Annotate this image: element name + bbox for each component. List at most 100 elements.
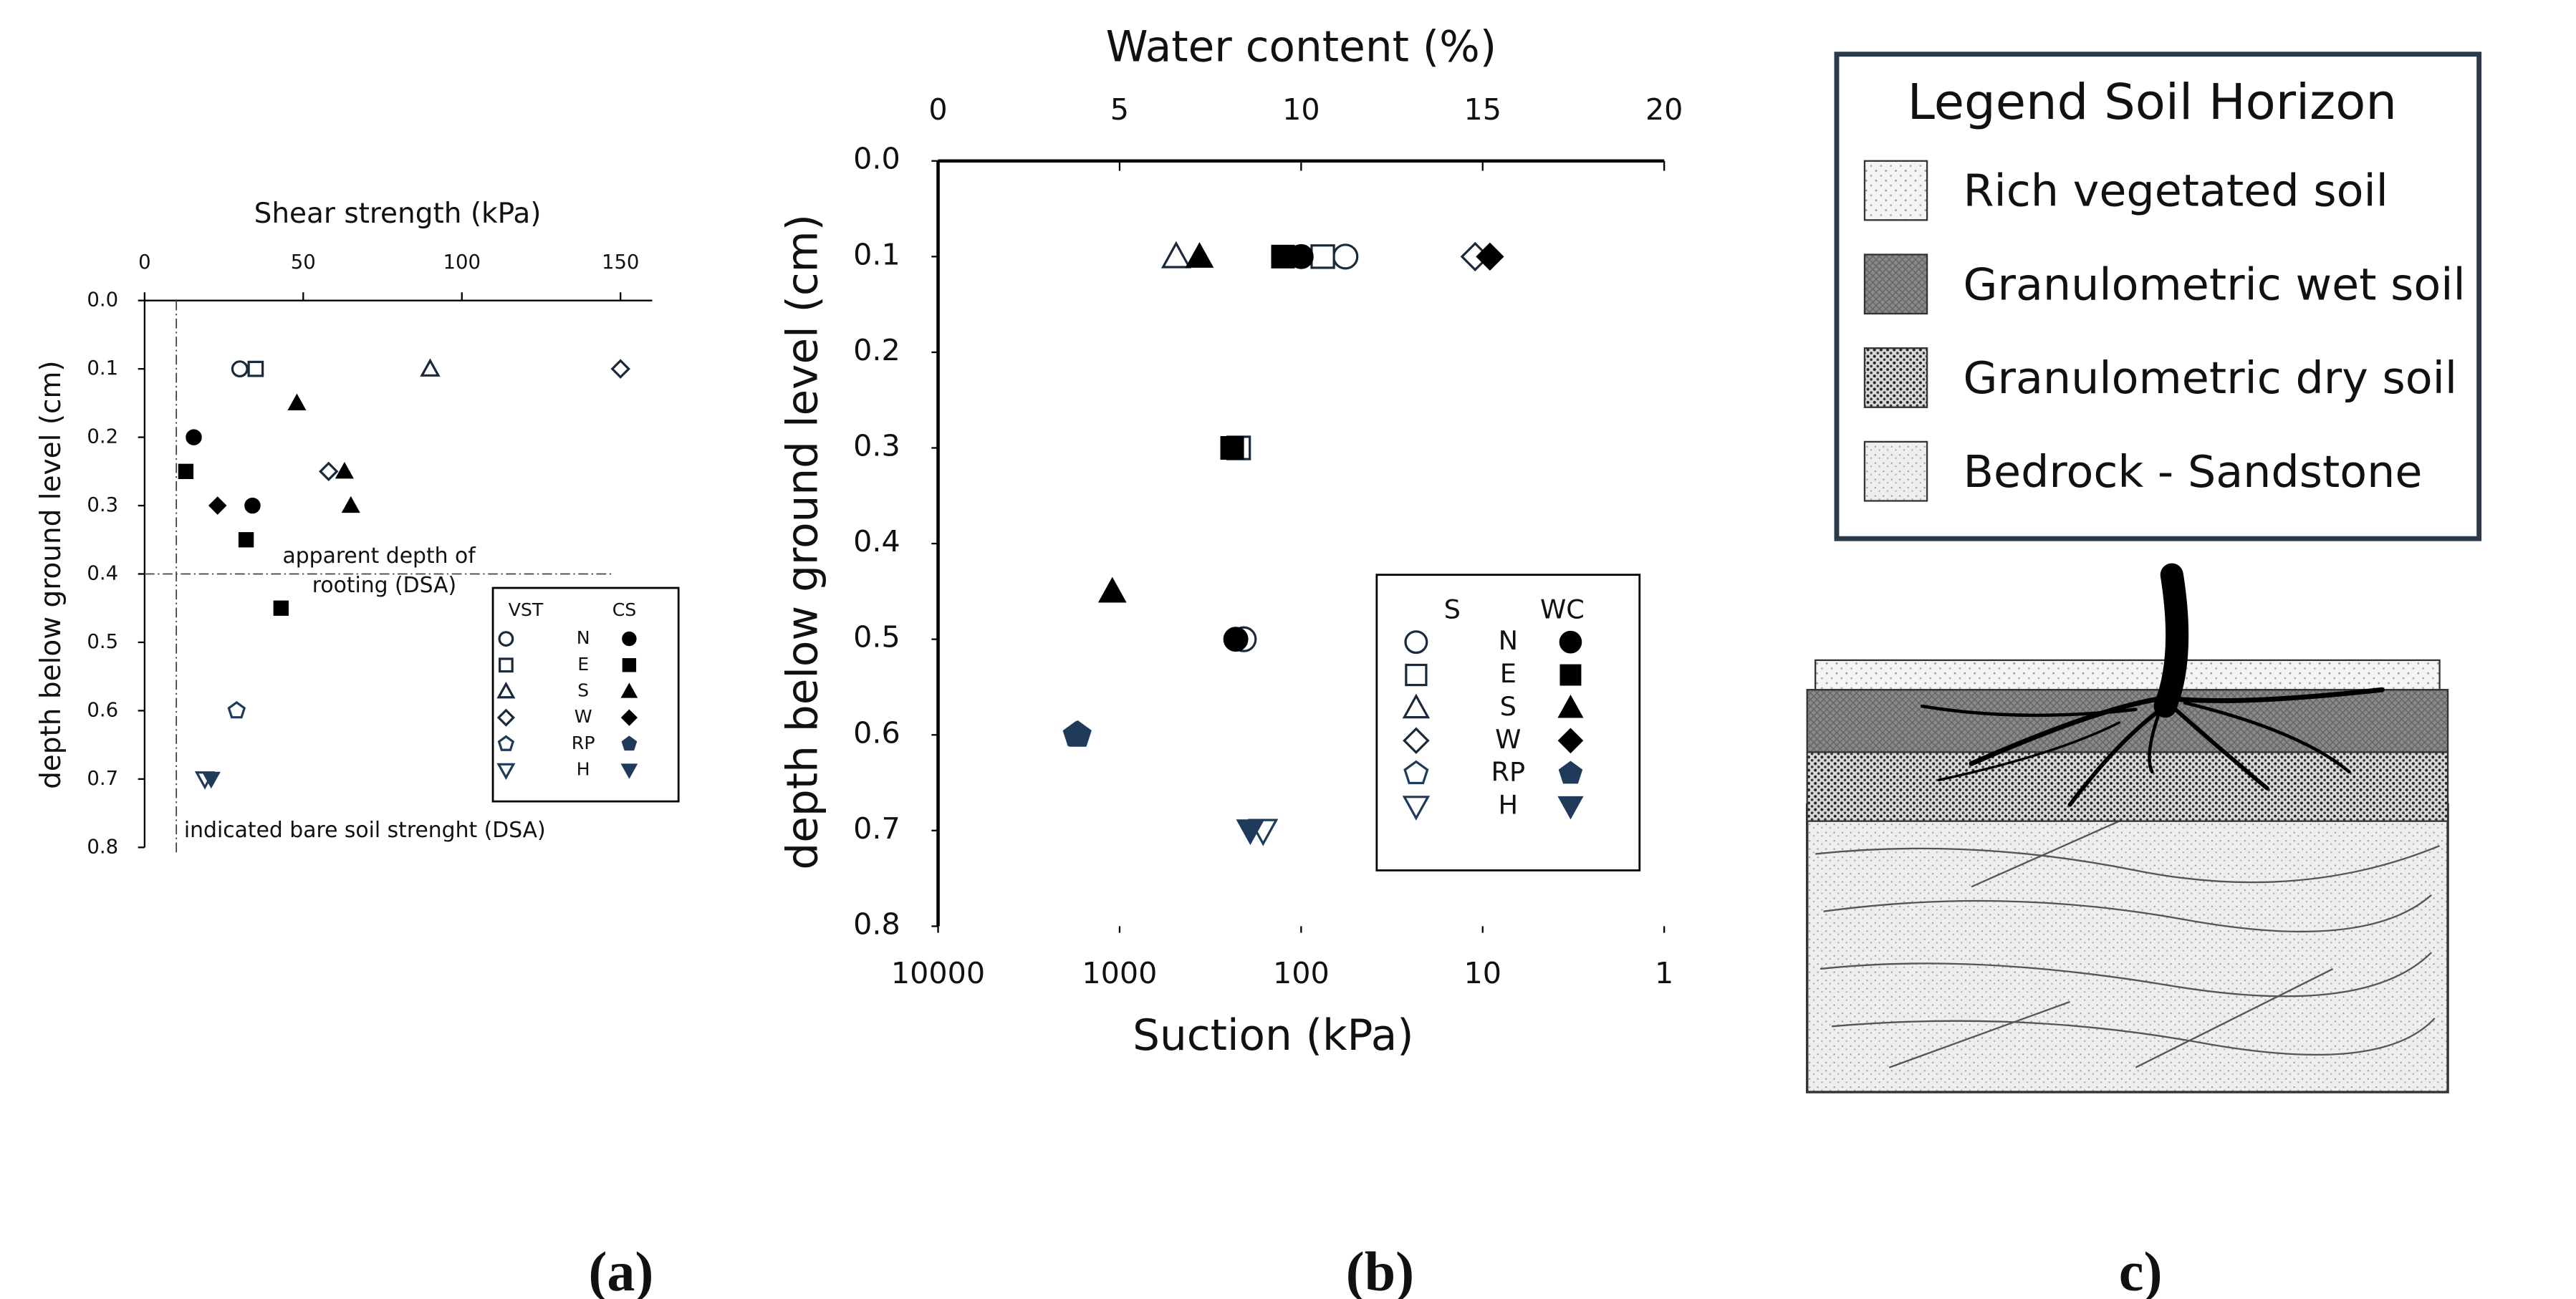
- annotation: indicated bare soil strenght (DSA): [184, 818, 546, 843]
- x-tick-label: 10: [1282, 92, 1320, 127]
- y-tick-label: 0.4: [853, 524, 900, 559]
- y-tick-label: 0.1: [87, 357, 118, 380]
- marker: [1271, 244, 1295, 269]
- x-tick-label: 5: [1110, 92, 1129, 127]
- y-tick-label: 0.4: [87, 562, 118, 585]
- caption: (a): [588, 1241, 653, 1299]
- marker: [1236, 819, 1265, 846]
- legend-label: W: [1495, 724, 1521, 755]
- legend-header: S: [1444, 594, 1461, 625]
- marker: [1310, 244, 1335, 269]
- legend-label: Granulometric dry soil: [1964, 352, 2458, 404]
- legend-swatch: [1863, 440, 1928, 502]
- y-tick-label: 0.6: [853, 715, 900, 750]
- legend-label: N: [577, 627, 590, 648]
- marker: [247, 360, 264, 377]
- legend-title: Legend Soil Horizon: [1908, 74, 2397, 131]
- legend-marker: [1405, 663, 1428, 687]
- marker: [238, 532, 254, 548]
- marker: [1097, 576, 1127, 603]
- caption: (b): [1346, 1241, 1414, 1299]
- marker: [1160, 241, 1191, 269]
- marker: [227, 700, 246, 719]
- legend-marker: [620, 682, 638, 698]
- marker: [1476, 242, 1504, 271]
- y-tick-label: 0.8: [853, 907, 900, 941]
- legend-marker: [620, 763, 638, 779]
- marker: [1062, 720, 1090, 747]
- legend-label: H: [1499, 790, 1519, 821]
- y-axis-label: depth below ground level (cm): [778, 214, 827, 870]
- marker: [1332, 243, 1359, 270]
- legend-label: H: [577, 759, 590, 780]
- legend-marker: [1558, 760, 1583, 784]
- legend-marker: [1559, 664, 1582, 686]
- legend-marker: [1402, 693, 1431, 719]
- legend-box: [491, 586, 680, 803]
- legend-label: E: [1500, 658, 1517, 689]
- marker: [244, 497, 261, 514]
- annotation: rooting (DSA): [312, 573, 456, 598]
- roots: [1920, 563, 2385, 807]
- legend-label: Granulometric wet soil: [1964, 259, 2466, 310]
- marker: [341, 496, 360, 513]
- x2-tick-label: 1: [1655, 956, 1673, 990]
- y-tick-label: 0.5: [853, 620, 900, 655]
- y-tick-label: 0.3: [87, 493, 118, 516]
- legend-label: E: [577, 654, 589, 675]
- y-tick-label: 0.1: [853, 237, 900, 271]
- legend-marker: [620, 709, 638, 726]
- x-tick-label: 0: [138, 251, 151, 274]
- vegetated-layer: [1815, 659, 2441, 691]
- x-tick-label: 20: [1645, 92, 1683, 127]
- legend-marker: [1559, 630, 1582, 654]
- marker: [287, 393, 307, 410]
- legend-label: RP: [572, 733, 595, 753]
- x-axis-label: Water content (%): [1106, 22, 1496, 72]
- marker: [1220, 435, 1244, 460]
- x2-tick-label: 10000: [891, 956, 985, 990]
- y-tick-label: 0.6: [87, 698, 118, 721]
- marker: [273, 600, 289, 616]
- y-tick-label: 0.0: [853, 142, 900, 176]
- wet-layer: [1806, 689, 2449, 753]
- legend-marker: [1404, 630, 1428, 655]
- caption: c): [2119, 1241, 2163, 1299]
- x2-tick-label: 1000: [1082, 956, 1157, 990]
- legend-marker: [1403, 727, 1430, 755]
- legend-swatch: [1863, 347, 1928, 408]
- legend-swatch: [1863, 160, 1928, 221]
- legend-marker: [1557, 796, 1584, 820]
- y-tick-label: 0.3: [853, 428, 900, 463]
- marker: [231, 360, 249, 378]
- annotation: apparent depth of: [283, 544, 477, 569]
- legend-label: N: [1499, 625, 1518, 656]
- legend-marker: [621, 735, 638, 751]
- x-tick-label: 100: [443, 251, 481, 274]
- x-tick-label: 0: [928, 92, 947, 127]
- y-tick-label: 0.5: [87, 630, 118, 653]
- x-tick-label: 150: [602, 251, 640, 274]
- legend-label: Bedrock - Sandstone: [1964, 446, 2423, 498]
- y-tick-label: 0.2: [853, 333, 900, 367]
- legend-label: W: [575, 706, 592, 727]
- legend-box: [1375, 574, 1641, 871]
- marker: [610, 359, 630, 379]
- legend-label: Rich vegetated soil: [1964, 165, 2388, 217]
- legend-label: RP: [1491, 757, 1525, 788]
- marker: [208, 496, 227, 515]
- legend-marker: [498, 631, 514, 647]
- marker: [178, 463, 194, 479]
- y-tick-label: 0.8: [87, 835, 118, 858]
- legend-header: CS: [612, 599, 637, 620]
- legend-box: [1834, 52, 2482, 541]
- y-axis-label: depth below ground level (cm): [35, 360, 67, 789]
- y-tick-label: 0.2: [87, 425, 118, 448]
- y-tick-label: 0.0: [87, 289, 118, 312]
- dry-layer: [1806, 751, 2449, 822]
- legend-marker: [499, 657, 514, 673]
- x-tick-label: 50: [291, 251, 316, 274]
- marker: [186, 429, 202, 445]
- legend-header: VST: [509, 599, 544, 620]
- legend-marker: [1402, 796, 1431, 821]
